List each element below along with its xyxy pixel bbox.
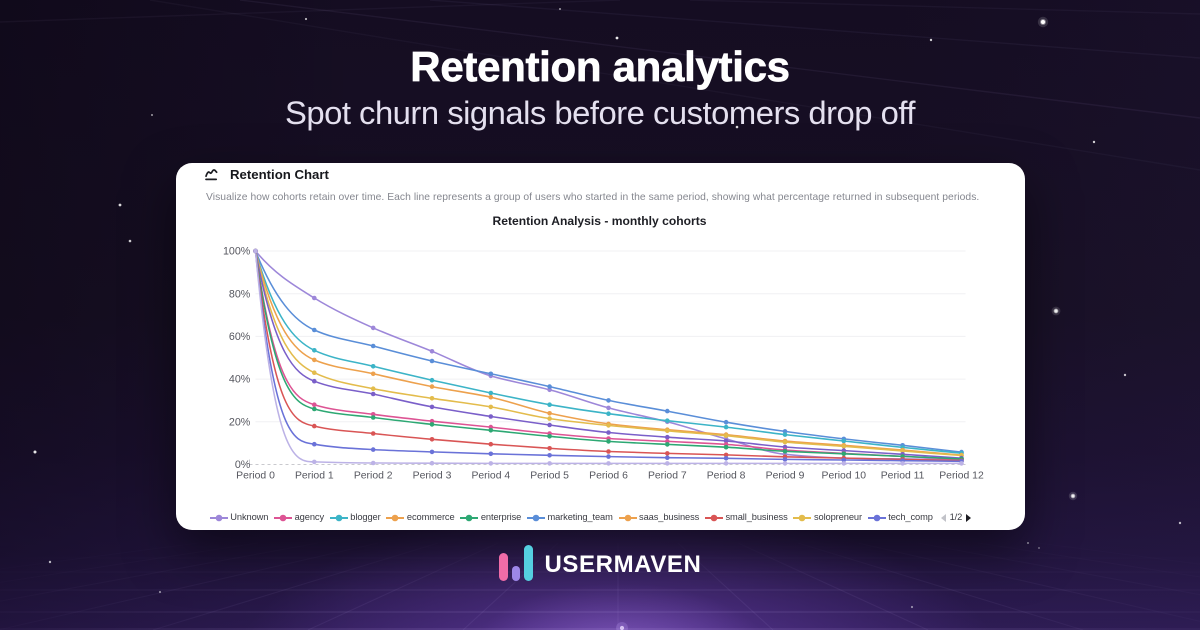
svg-text:Period 4: Period 4 (471, 471, 510, 482)
svg-text:100%: 100% (223, 246, 251, 258)
svg-text:Period 7: Period 7 (648, 471, 687, 482)
svg-text:40%: 40% (229, 374, 251, 386)
svg-text:20%: 20% (229, 416, 251, 428)
svg-text:80%: 80% (229, 288, 251, 300)
svg-text:Period 3: Period 3 (413, 471, 452, 482)
svg-text:Period 8: Period 8 (707, 471, 746, 482)
svg-text:Period 2: Period 2 (354, 471, 393, 482)
svg-text:Period 10: Period 10 (822, 471, 867, 482)
svg-text:0%: 0% (235, 459, 251, 471)
svg-text:60%: 60% (229, 331, 251, 343)
svg-text:Period 0: Period 0 (236, 471, 275, 482)
svg-text:Period 1: Period 1 (295, 471, 334, 482)
svg-text:Period 9: Period 9 (766, 471, 805, 482)
svg-text:Period 6: Period 6 (589, 471, 628, 482)
svg-text:Period 12: Period 12 (939, 471, 984, 482)
svg-text:Period 11: Period 11 (881, 471, 925, 482)
svg-text:Period 5: Period 5 (530, 471, 569, 482)
